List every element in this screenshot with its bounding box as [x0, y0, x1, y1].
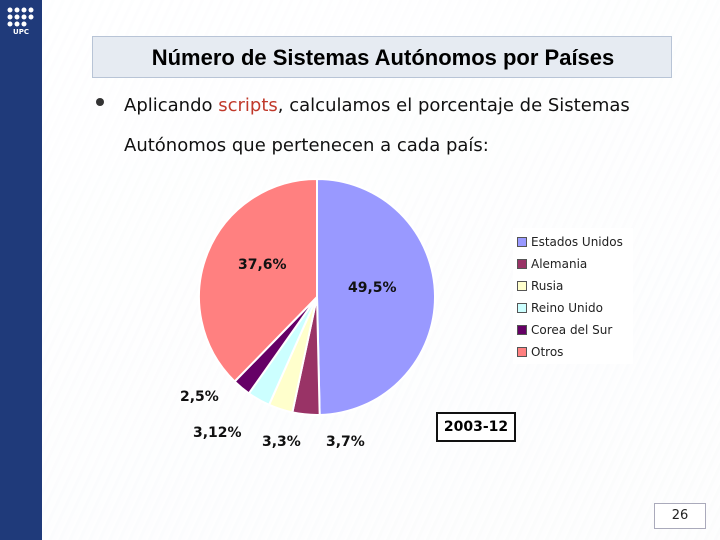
- data-label-otros: 37,6%: [238, 257, 287, 273]
- sidebar: UPC: [0, 0, 42, 540]
- legend-swatch: [517, 281, 527, 291]
- legend-label: Estados Unidos: [531, 235, 623, 249]
- legend-swatch: [517, 303, 527, 313]
- title-box: Número de Sistemas Autónomos por Países: [92, 36, 672, 78]
- pie-chart: [198, 177, 436, 416]
- legend-swatch: [517, 325, 527, 335]
- date-label: 2003-12: [436, 412, 516, 442]
- pie-slice-estados-unidos: [316, 177, 436, 416]
- upc-logo-icon: [7, 7, 34, 27]
- slide-title: Número de Sistemas Autónomos por Países: [151, 45, 615, 70]
- page-number: 26: [654, 503, 706, 529]
- logo-text: UPC: [13, 28, 29, 36]
- bullet-text: Aplicando scripts, calculamos el porcent…: [124, 86, 684, 166]
- bullet-highlight: scripts: [218, 95, 278, 116]
- legend-label: Alemania: [531, 257, 588, 271]
- data-label-reino-unido: 3,12%: [193, 425, 242, 441]
- chart-legend: Estados Unidos Alemania Rusia Reino Unido Co…: [513, 228, 633, 364]
- legend-label: Rusia: [531, 279, 564, 293]
- bullet-text-part1: Aplicando: [124, 95, 219, 116]
- legend-swatch: [517, 347, 527, 357]
- legend-label: Otros: [531, 345, 564, 359]
- data-label-estados-unidos: 49,5%: [348, 280, 397, 296]
- data-label-rusia: 3,3%: [262, 434, 301, 450]
- legend-label: Corea del Sur: [531, 323, 613, 337]
- data-label-corea-del-sur: 2,5%: [180, 389, 219, 405]
- legend-swatch: [517, 259, 527, 269]
- data-label-alemania: 3,7%: [326, 434, 365, 450]
- bullet-text-part2: , calculamos el porcentaje de Sistemas A…: [124, 95, 630, 156]
- legend-swatch: [517, 237, 527, 247]
- bullet-icon: [96, 98, 104, 106]
- legend-label: Reino Unido: [531, 301, 603, 315]
- pie-slice-otros: [198, 177, 318, 383]
